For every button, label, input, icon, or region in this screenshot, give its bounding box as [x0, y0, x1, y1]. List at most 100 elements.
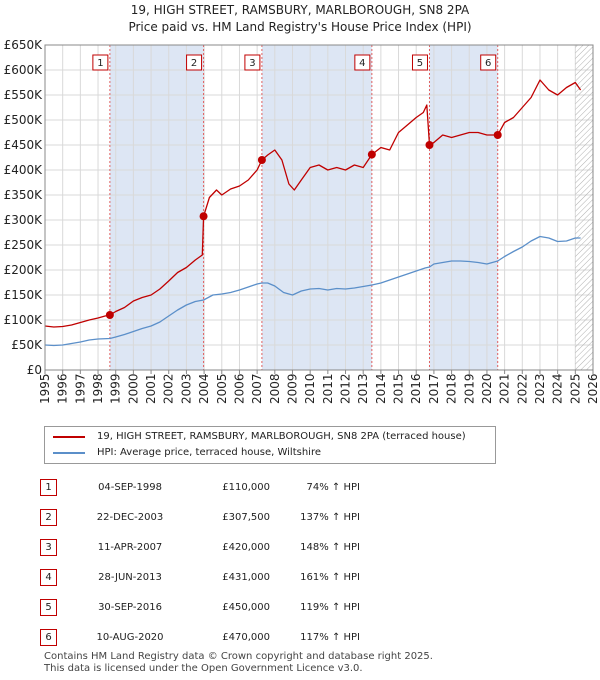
- legend-item-hpi: HPI: Average price, terraced house, Wilt…: [53, 447, 321, 458]
- sale-label-number: 5: [417, 58, 423, 69]
- legend-swatch-hpi: [53, 451, 85, 454]
- y-tick-label: £500K: [4, 113, 44, 127]
- x-tick-label: 1999: [109, 373, 123, 404]
- x-tick-label: 2011: [321, 373, 335, 404]
- sale-label-box: [244, 54, 261, 71]
- sale-period-band: [429, 45, 498, 370]
- legend-label-property: 19, HIGH STREET, RAMSBURY, MARLBOROUGH, …: [97, 431, 466, 442]
- y-tick-label: £600K: [4, 63, 44, 77]
- sale-price: £450,000: [222, 601, 270, 613]
- sale-hpi-change: 148% ↑ HPI: [300, 541, 360, 553]
- sale-date: 22-DEC-2003: [96, 511, 164, 523]
- legend: 19, HIGH STREET, RAMSBURY, MARLBOROUGH, …: [44, 426, 496, 464]
- footer-license: This data is licensed under the Open Gov…: [44, 663, 363, 674]
- legend-item-property: 19, HIGH STREET, RAMSBURY, MARLBOROUGH, …: [53, 431, 466, 442]
- sale-number-badge: 1: [40, 478, 57, 496]
- x-tick-label: 2004: [197, 373, 211, 404]
- x-tick-label: 2005: [215, 373, 229, 404]
- x-tick-label: 2016: [409, 373, 423, 404]
- y-tick-label: £50K: [11, 338, 43, 352]
- sale-label-number: 2: [191, 58, 197, 69]
- x-tick-label: 2008: [268, 373, 282, 404]
- sale-hpi-change: 161% ↑ HPI: [300, 571, 360, 583]
- sale-label-number: 3: [249, 58, 255, 69]
- x-tick-label: 2015: [392, 373, 406, 404]
- x-tick-label: 2010: [303, 373, 317, 404]
- x-tick-label: 2021: [498, 373, 512, 404]
- sale-point: [105, 311, 114, 319]
- x-tick-label: 2023: [533, 373, 547, 404]
- sale-point: [199, 212, 208, 221]
- sale-date: 04-SEP-1998: [98, 481, 162, 493]
- sale-hpi-change: 74% ↑ HPI: [306, 481, 360, 493]
- x-tick-label: 1995: [38, 373, 52, 404]
- x-tick-label: 2019: [462, 373, 476, 404]
- y-tick-label: £200K: [4, 263, 44, 277]
- x-tick-label: 2012: [339, 373, 353, 404]
- sale-date: 30-SEP-2016: [98, 601, 162, 613]
- x-tick-label: 2017: [427, 373, 441, 404]
- sale-label-box: [92, 54, 109, 71]
- table-row: 1 04-SEP-1998 £110,000 74% ↑ HPI: [40, 472, 360, 502]
- x-tick-label: 2024: [551, 373, 565, 404]
- chart-title-line2: Price paid vs. HM Land Registry's House …: [128, 20, 472, 34]
- y-tick-label: £400K: [4, 163, 44, 177]
- sale-label-box: [354, 54, 371, 71]
- y-tick-label: £450K: [4, 138, 44, 152]
- table-row: 4 28-JUN-2013 £431,000 161% ↑ HPI: [40, 562, 360, 592]
- sale-point: [257, 156, 266, 164]
- sale-hpi-change: 137% ↑ HPI: [300, 511, 360, 523]
- table-row: 3 11-APR-2007 £420,000 148% ↑ HPI: [40, 532, 360, 562]
- x-tick-label: 1998: [91, 373, 105, 404]
- sale-price: £110,000: [222, 481, 270, 493]
- y-tick-label: £100K: [4, 313, 44, 327]
- x-tick-label: 2000: [126, 373, 140, 404]
- x-tick-label: 2001: [144, 373, 158, 404]
- x-tick-label: 2013: [356, 373, 370, 404]
- y-tick-label: £0: [27, 363, 42, 377]
- sale-number-badge: 3: [40, 538, 57, 556]
- footer: Contains HM Land Registry data © Crown c…: [44, 651, 433, 675]
- x-tick-label: 2014: [374, 373, 388, 404]
- x-tick-label: 2026: [586, 373, 600, 404]
- legend-swatch-property: [53, 435, 85, 438]
- x-tick-label: 2022: [515, 373, 529, 404]
- sale-date: 28-JUN-2013: [98, 571, 162, 583]
- sale-point: [367, 150, 376, 159]
- sale-number-badge: 6: [40, 628, 57, 646]
- footer-copyright: Contains HM Land Registry data © Crown c…: [44, 651, 433, 662]
- sale-hpi-change: 117% ↑ HPI: [300, 631, 360, 643]
- chart-title-line1: 19, HIGH STREET, RAMSBURY, MARLBOROUGH, …: [130, 3, 470, 17]
- plot-frame: [44, 44, 594, 371]
- y-tick-label: £650K: [4, 38, 44, 52]
- sale-price: £431,000: [222, 571, 270, 583]
- sale-label-number: 6: [485, 58, 491, 69]
- sale-number-badge: 2: [40, 508, 57, 526]
- sale-number-badge: 5: [40, 598, 57, 616]
- x-tick-label: 2006: [232, 373, 246, 404]
- sale-date: 10-AUG-2020: [96, 631, 164, 643]
- legend-label-hpi: HPI: Average price, terraced house, Wilt…: [97, 447, 321, 458]
- forecast-region: [575, 45, 593, 370]
- sales-table: 1 04-SEP-1998 £110,000 74% ↑ HPI 2 22-DE…: [40, 472, 360, 652]
- x-tick-label: 2009: [285, 373, 299, 404]
- sale-period-band: [109, 45, 204, 370]
- y-tick-label: £250K: [4, 238, 44, 252]
- sale-number-badge: 4: [40, 568, 57, 586]
- sale-period-band: [261, 45, 372, 370]
- y-tick-label: £350K: [4, 188, 44, 202]
- table-row: 5 30-SEP-2016 £450,000 119% ↑ HPI: [40, 592, 360, 622]
- sale-label-number: 4: [359, 58, 365, 69]
- y-tick-label: £150K: [4, 288, 44, 302]
- price-chart: 1 2 3 4 5 6 £0 £50K £100K £150K £200K £250K £300K £35…: [4, 38, 600, 404]
- x-tick-label: 2007: [250, 373, 264, 404]
- sale-price: £420,000: [222, 541, 270, 553]
- y-tick-label: £300K: [4, 213, 44, 227]
- hpi-line: [44, 235, 581, 347]
- x-tick-label: 2025: [568, 373, 582, 404]
- sale-label-number: 1: [97, 58, 103, 69]
- sale-price: £307,500: [222, 511, 270, 523]
- x-tick-label: 2002: [162, 373, 176, 404]
- table-row: 2 22-DEC-2003 £307,500 137% ↑ HPI: [40, 502, 360, 532]
- x-tick-label: 1996: [56, 373, 70, 404]
